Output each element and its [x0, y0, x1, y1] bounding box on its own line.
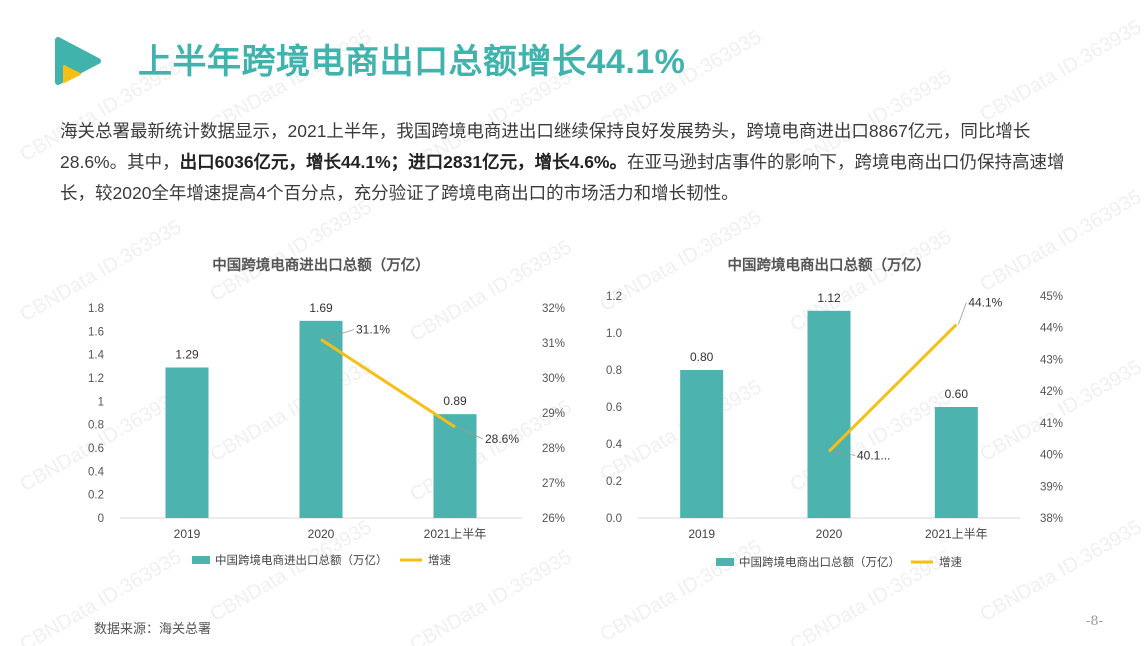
line-label-leader [957, 302, 967, 325]
watermark-text: CBNData ID:363935 [976, 15, 1145, 127]
bar [165, 367, 209, 518]
y-tick-label: 1.6 [88, 326, 104, 338]
bar [433, 414, 477, 518]
x-tick-label: 2019 [688, 527, 715, 541]
y2-tick-label: 30% [542, 373, 565, 385]
line-data-label: 31.1% [356, 323, 390, 337]
y2-tick-label: 45% [1040, 291, 1063, 303]
y2-tick-label: 42% [1040, 386, 1063, 398]
x-tick-label: 2021上半年 [424, 527, 487, 541]
intro-text-1: 海关总署最新统计数据显示，2021上半年，我国跨境电商进出口继续保持良好发展势头… [60, 121, 1031, 172]
x-tick-label: 2021上半年 [925, 527, 988, 541]
chart-title: 中国跨境电商出口总额（万亿） [728, 256, 931, 274]
y-tick-label: 0.6 [88, 443, 104, 455]
line-data-label: 40.1... [857, 448, 890, 462]
page-title: 上半年跨境电商出口总额增长44.1% [138, 43, 686, 81]
y2-tick-label: 38% [1040, 513, 1063, 525]
y-tick-label: 1.0 [606, 328, 622, 340]
bar-data-label: 0.60 [945, 387, 969, 401]
page-number: -8- [1086, 614, 1104, 629]
y-tick-label: 1.4 [88, 350, 105, 362]
legend-bar-label: 中国跨境电商进出口总额（万亿） [215, 553, 388, 567]
chart-import-export-total: 中国跨境电商进出口总额（万亿） 0 0.2 0.4 0.6 0.8 1 1.2 1.4 1.6 1.… [88, 256, 565, 567]
intro-paragraph: 海关总署最新统计数据显示，2021上半年，我国跨境电商进出口继续保持良好发展势头… [60, 116, 1090, 209]
y2-tick-label: 31% [542, 338, 565, 350]
y-tick-label: 1 [98, 396, 104, 408]
play-logo-icon [55, 37, 101, 85]
legend-line-label: 增速 [939, 555, 962, 569]
y-tick-label: 1.2 [606, 291, 622, 303]
x-tick-label: 2020 [308, 527, 335, 541]
growth-line-series [320, 338, 456, 429]
y-tick-label: 0.6 [606, 402, 622, 414]
line-label-leader [830, 451, 856, 456]
chart-title: 中国跨境电商进出口总额（万亿） [212, 256, 430, 274]
bar [680, 370, 724, 518]
bar-data-label: 1.12 [817, 291, 841, 305]
line-label-leader [456, 426, 484, 440]
growth-line-series [827, 323, 958, 453]
y-tick-label: 0.2 [88, 490, 104, 502]
bar-data-label: 0.89 [443, 394, 467, 408]
x-tick-label: 2020 [816, 527, 843, 541]
y2-tick-label: 41% [1040, 418, 1063, 430]
y-tick-label: 0.8 [88, 420, 104, 432]
y-tick-label: 0.4 [88, 466, 105, 478]
intro-text-2: 在亚马逊封店事件的影响下，跨境电商出口仍保持高速增长，较2020全年增速提高4个… [60, 152, 1065, 203]
y2-tick-label: 28% [542, 443, 565, 455]
legend-bar-label: 中国跨境电商出口总额（万亿） [739, 555, 900, 569]
y-tick-label: 1.8 [88, 303, 104, 315]
line-data-label: 28.6% [485, 432, 519, 446]
y-tick-label: 1.2 [88, 373, 104, 385]
legend-line-label: 增速 [428, 553, 451, 567]
data-source: 数据来源：海关总署 [94, 621, 212, 636]
bar-data-label: 1.29 [175, 348, 199, 362]
y-tick-label: 0.4 [606, 439, 623, 451]
chart-export-total: 中国跨境电商出口总额（万亿） 0.0 0.2 0.4 0.6 0.8 1.0 1.2 38% 39… [606, 256, 1063, 569]
line-data-label: 44.1% [968, 296, 1002, 310]
y2-tick-label: 32% [542, 303, 565, 315]
y-tick-label: 0.8 [606, 365, 622, 377]
bar [934, 407, 978, 518]
y2-tick-label: 26% [542, 513, 565, 525]
y2-tick-label: 39% [1040, 481, 1063, 493]
y-tick-label: 0 [98, 513, 104, 525]
legend-bar-swatch [716, 558, 734, 566]
y2-tick-label: 29% [542, 408, 565, 420]
bar-data-label: 1.69 [309, 301, 333, 315]
y2-tick-label: 43% [1040, 354, 1063, 366]
y2-tick-label: 44% [1040, 323, 1063, 335]
line-label-leader [322, 329, 355, 340]
y-tick-label: 0.2 [606, 476, 622, 488]
y-tick-label: 0.0 [606, 513, 622, 525]
bar [807, 310, 851, 518]
intro-highlight: 出口6036亿元，增长44.1%；进口2831亿元，增长4.6%。 [179, 152, 627, 172]
y2-tick-label: 27% [542, 478, 565, 490]
bar-data-label: 0.80 [690, 350, 714, 364]
bar [299, 320, 343, 518]
y2-tick-label: 40% [1040, 450, 1063, 462]
legend-bar-swatch [192, 556, 210, 564]
x-tick-label: 2019 [174, 527, 201, 541]
